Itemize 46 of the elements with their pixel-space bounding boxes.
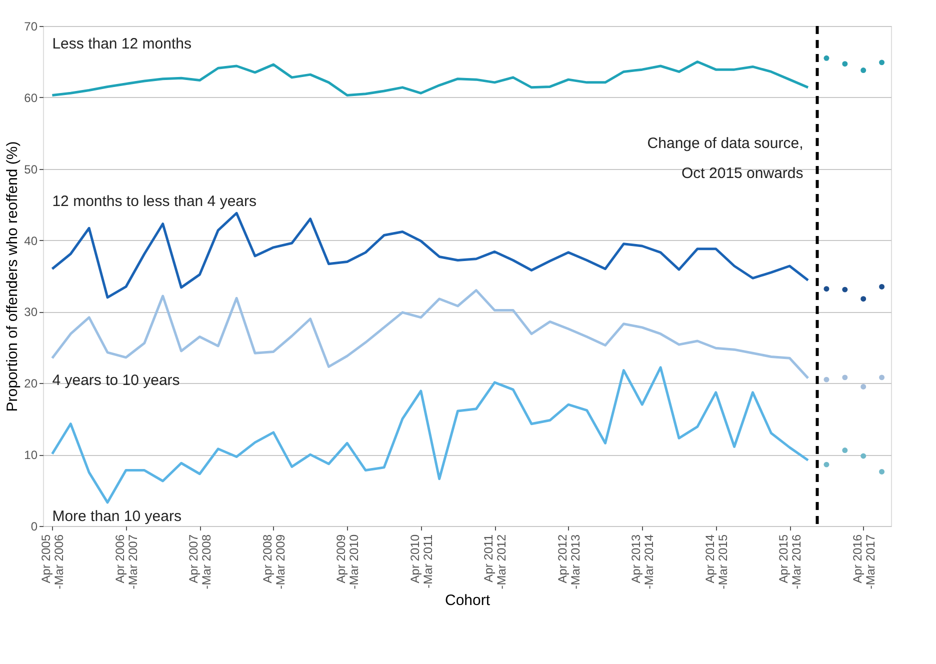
x-tick-label: Apr 2011 -Mar 2012 [482,534,509,590]
line-series [50,366,810,504]
point [842,61,848,67]
x-tick-label: Apr 2013 -Mar 2014 [629,534,656,590]
point [860,296,866,302]
x-tick-label: Apr 2005 -Mar 2006 [39,534,66,590]
x-tick-label: Apr 2006 -Mar 2007 [112,534,140,590]
point [879,284,885,290]
y-tick-label: 50 [24,162,38,176]
y-axis-title: Proportion of offenders who reoffend (%) [4,141,22,412]
x-tick-label: Apr 2014 -Mar 2015 [702,534,730,590]
y-tick-label: 0 [30,520,38,534]
x-tick-label: Apr 2015 -Mar 2016 [776,534,804,590]
x-tick-label: Apr 2008 -Mar 2009 [260,534,288,590]
point [842,448,848,454]
y-tick-label: 70 [24,20,38,34]
series-label: More than 10 years [52,508,182,525]
line-series [50,60,810,97]
x-tick-label: Apr 2007 -Mar 2008 [186,534,214,590]
point [860,453,866,459]
series-label: 12 months to less than 4 years [52,192,256,210]
y-tick-label: 40 [24,234,38,248]
point [879,60,885,66]
y-tick-label: 10 [24,448,38,462]
point [879,468,885,474]
y-tick-label: 60 [24,90,38,105]
y-tick-label: 20 [24,376,38,391]
point [824,55,830,61]
x-axis-title: Cohort [444,592,491,610]
y-tick-label: 30 [24,305,38,320]
x-tick-label: Apr 2016 -Mar 2017 [850,534,878,590]
x-tick-label: Apr 2012 -Mar 2013 [555,534,582,590]
annotation: Change of data source, Oct 2015 onwards [647,135,804,182]
point [860,68,866,74]
line-series [50,212,810,299]
x-tick-label: Apr 2009 -Mar 2010 [334,534,362,590]
point [879,374,885,380]
point [824,376,830,382]
point [842,286,848,292]
point [860,384,866,390]
point [824,462,830,468]
series-label: 4 years to 10 years [52,372,180,390]
point [842,374,848,380]
x-tick-label: Apr 2010 -Mar 2011 [408,534,435,588]
series-label: Less than 12 months [52,35,192,52]
point [824,286,830,292]
